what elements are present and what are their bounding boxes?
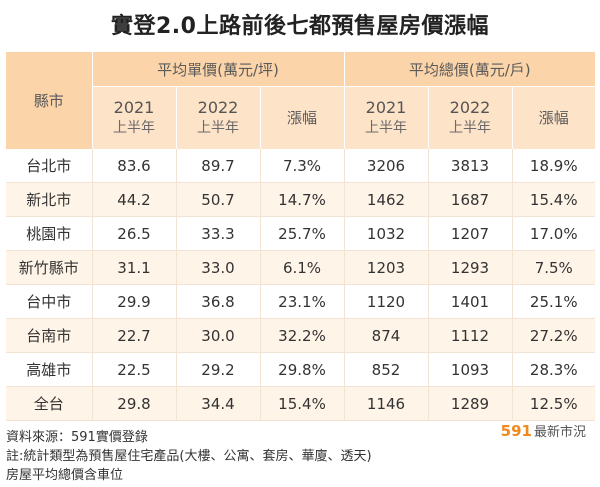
source-note: 資料來源：591實價登錄	[6, 430, 148, 445]
footnotes: 資料來源：591實價登錄 註:統計類型為預售屋住宅產品(大樓、公寓、套房、華廈、…	[6, 428, 372, 485]
table-row: 新竹縣市 31.1 33.0 6.1% 1203 1293 7.5%	[6, 250, 596, 285]
unit-change-cell: 32.2%	[260, 318, 345, 353]
unit-2021-cell: 29.8	[92, 386, 177, 421]
unit-change-cell: 14.7%	[260, 182, 345, 217]
half-year-label: 上半年	[113, 120, 155, 136]
total-2021-cell: 1462	[344, 182, 429, 217]
city-cell: 台中市	[6, 284, 93, 319]
total-2022-cell: 1687	[428, 182, 513, 217]
year-label: 2022	[449, 98, 491, 117]
half-year-label: 上半年	[449, 120, 491, 136]
total-2022-cell: 3813	[428, 149, 513, 183]
unit-2022-cell: 50.7	[176, 182, 261, 217]
total-2021-cell: 852	[344, 352, 429, 387]
table-row: 台北市 83.6 89.7 7.3% 3206 3813 18.9%	[6, 149, 596, 183]
city-cell: 台北市	[6, 149, 93, 183]
unit-2021-header: 2021 上半年	[92, 86, 177, 149]
city-cell: 高雄市	[6, 352, 93, 387]
city-cell: 全台	[6, 386, 93, 421]
statistics-note: 註:統計類型為預售屋住宅產品(大樓、公寓、套房、華廈、透天)	[6, 449, 372, 464]
unit-2021-cell: 31.1	[92, 250, 177, 285]
unit-2021-cell: 83.6	[92, 149, 177, 183]
total-2021-cell: 1146	[344, 386, 429, 421]
unit-change-cell: 29.8%	[260, 352, 345, 387]
unit-2022-cell: 30.0	[176, 318, 261, 353]
unit-change-cell: 15.4%	[260, 386, 345, 421]
total-change-cell: 28.3%	[512, 352, 596, 387]
unit-2022-cell: 36.8	[176, 284, 261, 319]
city-cell: 桃園市	[6, 216, 93, 251]
table-row: 台南市 22.7 30.0 32.2% 874 1112 27.2%	[6, 318, 596, 353]
total-2021-cell: 1120	[344, 284, 429, 319]
city-column-header: 縣市	[6, 52, 93, 149]
table-row: 台中市 29.9 36.8 23.1% 1120 1401 25.1%	[6, 284, 596, 319]
total-change-cell: 17.0%	[512, 216, 596, 251]
price-note: 房屋平均總價含車位	[6, 468, 124, 483]
total-2021-cell: 3206	[344, 149, 429, 183]
city-cell: 新北市	[6, 182, 93, 217]
brand-logo: 591 最新市況	[501, 421, 586, 440]
city-cell: 新竹縣市	[6, 250, 93, 285]
brand-number: 591	[500, 422, 532, 440]
total-change-cell: 27.2%	[512, 318, 596, 353]
year-label: 2021	[365, 98, 407, 117]
total-change-cell: 12.5%	[512, 386, 596, 421]
half-year-label: 上半年	[365, 120, 407, 136]
table-row: 全台 29.8 34.4 15.4% 1146 1289 12.5%	[6, 386, 596, 421]
table-row: 新北市 44.2 50.7 14.7% 1462 1687 15.4%	[6, 182, 596, 217]
total-change-cell: 25.1%	[512, 284, 596, 319]
unit-2022-cell: 89.7	[176, 149, 261, 183]
year-label: 2022	[197, 98, 239, 117]
price-table: 縣市 平均單價(萬元/坪) 平均總價(萬元/戶) 2021 上半年 2022 上…	[6, 52, 596, 421]
unit-2021-cell: 44.2	[92, 182, 177, 217]
page-title: 實登2.0上路前後七都預售屋房價漲幅	[111, 14, 489, 39]
total-2022-cell: 1401	[428, 284, 513, 319]
total-2021-cell: 1032	[344, 216, 429, 251]
unit-2021-cell: 22.7	[92, 318, 177, 353]
total-2021-header: 2021 上半年	[344, 86, 429, 149]
year-label: 2021	[113, 98, 155, 117]
unit-change-cell: 7.3%	[260, 149, 345, 183]
unit-change-cell: 6.1%	[260, 250, 345, 285]
total-2022-header: 2022 上半年	[428, 86, 513, 149]
total-2022-cell: 1112	[428, 318, 513, 353]
total-price-group-header: 平均總價(萬元/戶)	[344, 52, 596, 87]
unit-2021-cell: 22.5	[92, 352, 177, 387]
total-2022-cell: 1293	[428, 250, 513, 285]
total-change-cell: 18.9%	[512, 149, 596, 183]
total-2021-cell: 1203	[344, 250, 429, 285]
unit-2021-cell: 26.5	[92, 216, 177, 251]
unit-2022-cell: 33.0	[176, 250, 261, 285]
total-2022-cell: 1207	[428, 216, 513, 251]
table-row: 高雄市 22.5 29.2 29.8% 852 1093 28.3%	[6, 352, 596, 387]
table-row: 桃園市 26.5 33.3 25.7% 1032 1207 17.0%	[6, 216, 596, 251]
total-2022-cell: 1093	[428, 352, 513, 387]
unit-2021-cell: 29.9	[92, 284, 177, 319]
unit-change-cell: 23.1%	[260, 284, 345, 319]
brand-text: 最新市況	[533, 425, 586, 440]
unit-change-cell: 25.7%	[260, 216, 345, 251]
unit-2022-cell: 29.2	[176, 352, 261, 387]
city-cell: 台南市	[6, 318, 93, 353]
unit-2022-cell: 34.4	[176, 386, 261, 421]
total-2021-cell: 874	[344, 318, 429, 353]
unit-price-group-header: 平均單價(萬元/坪)	[92, 52, 345, 87]
unit-2022-header: 2022 上半年	[176, 86, 261, 149]
unit-2022-cell: 33.3	[176, 216, 261, 251]
total-change-cell: 15.4%	[512, 182, 596, 217]
half-year-label: 上半年	[197, 120, 239, 136]
total-change-header: 漲幅	[512, 86, 596, 149]
total-2022-cell: 1289	[428, 386, 513, 421]
total-change-cell: 7.5%	[512, 250, 596, 285]
unit-change-header: 漲幅	[260, 86, 345, 149]
